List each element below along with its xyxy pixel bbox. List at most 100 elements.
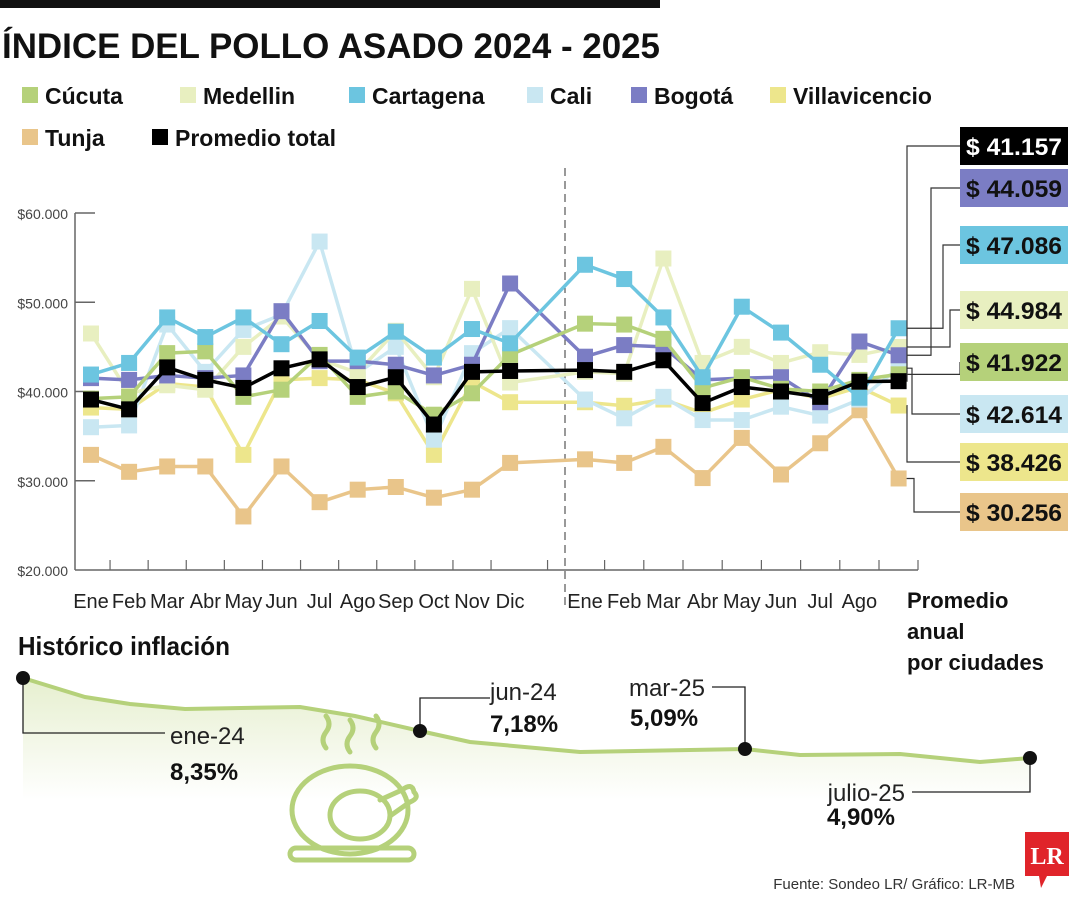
data-point	[425, 431, 442, 448]
data-point	[577, 362, 593, 379]
data-point	[121, 388, 138, 405]
data-point	[694, 470, 711, 487]
average-box	[960, 443, 1068, 481]
legend-swatch	[22, 87, 38, 103]
data-point	[425, 489, 442, 506]
average-labels: $ 41.157 $ 44.059 $ 47.086 $ 44.984 $ 41.922…	[906, 127, 1068, 531]
x-tick-label: Sep	[378, 591, 414, 613]
data-point	[387, 478, 404, 495]
data-point	[733, 391, 750, 408]
data-point	[502, 454, 519, 471]
inflation-date: mar-25	[629, 675, 705, 702]
data-point	[890, 320, 907, 337]
inflation-chart: Histórico inflación ene-24 8,35% jun-24 7,1…	[16, 631, 1037, 831]
inflation-point	[413, 724, 427, 738]
inflation-value: 5,09%	[630, 705, 698, 732]
data-point	[387, 323, 404, 340]
data-point	[890, 470, 907, 487]
data-point	[812, 388, 829, 405]
data-point	[311, 494, 328, 511]
data-point	[273, 458, 290, 475]
average-column-label: por ciudades	[907, 650, 1044, 675]
data-point	[733, 429, 750, 446]
lr-logo-text: LR	[1030, 844, 1064, 870]
data-point	[425, 446, 442, 463]
data-point	[890, 373, 907, 390]
lr-logo	[1025, 832, 1069, 888]
x-tick-label: Abr	[190, 591, 221, 613]
data-point	[773, 398, 789, 415]
data-point	[235, 508, 252, 525]
x-tick-label: Ago	[842, 591, 878, 613]
legend-label: Bogotá	[654, 83, 733, 109]
source-note: Fuente: Sondeo LR/ Gráfico: LR-MB	[773, 876, 1015, 893]
data-point	[311, 233, 328, 250]
inflation-value: 7,18%	[490, 711, 558, 738]
data-point	[425, 349, 442, 366]
data-point	[83, 366, 99, 383]
data-point	[235, 379, 252, 396]
x-tick-label: Ago	[340, 591, 376, 613]
leader-line	[906, 362, 961, 375]
average-value: $ 41.922	[966, 350, 1062, 377]
data-point	[773, 383, 789, 400]
data-point	[121, 417, 138, 434]
average-value: $ 38.426	[966, 450, 1062, 477]
data-point	[235, 367, 252, 384]
data-point	[83, 446, 99, 463]
data-point	[851, 373, 868, 390]
data-point	[502, 335, 519, 352]
data-point	[464, 385, 480, 402]
average-box	[960, 343, 1068, 381]
data-point	[273, 336, 290, 353]
data-point	[464, 280, 480, 297]
series-promedio-total	[83, 351, 907, 433]
x-tick-label: Nov	[454, 591, 490, 613]
data-point	[235, 338, 252, 355]
legend-swatch	[631, 87, 647, 103]
legend-label: Promedio total	[175, 125, 336, 151]
data-point	[273, 303, 290, 320]
data-point	[733, 412, 750, 429]
data-point	[235, 309, 252, 326]
leader-line	[906, 404, 960, 463]
data-point	[616, 337, 633, 354]
leader-line	[906, 187, 960, 356]
average-value: $ 41.157	[966, 134, 1062, 161]
y-tick-label: $40.000	[17, 385, 68, 401]
data-point	[694, 412, 711, 429]
average-value: $ 44.984	[966, 298, 1063, 325]
legend-swatch	[770, 87, 786, 103]
inflation-leader	[419, 697, 490, 731]
data-point	[387, 338, 404, 355]
average-box	[960, 226, 1068, 264]
x-tick-label: May	[723, 591, 761, 613]
data-point	[812, 435, 829, 452]
legend-swatch	[22, 129, 38, 145]
data-point	[235, 321, 252, 338]
x-tick-label: Oct	[418, 591, 450, 613]
x-tick-label: Jun	[265, 591, 297, 613]
data-point	[387, 383, 404, 400]
average-box	[960, 169, 1068, 207]
inflation-title: Histórico inflación	[18, 631, 230, 661]
data-point	[311, 370, 328, 387]
y-tick-label: $30.000	[17, 474, 68, 490]
data-point	[577, 256, 593, 273]
legend-label: Villavicencio	[793, 83, 932, 109]
data-point	[464, 363, 480, 380]
legend-label: Tunja	[45, 125, 105, 151]
data-point	[733, 298, 750, 315]
data-point	[197, 458, 214, 475]
leader-line	[906, 309, 960, 348]
data-point	[694, 369, 711, 386]
x-tick-label: Dic	[496, 591, 525, 613]
data-point	[121, 371, 138, 388]
series-cartagena	[83, 256, 907, 406]
data-point	[197, 343, 214, 360]
x-tick-label: May	[225, 591, 263, 613]
data-point	[464, 321, 480, 338]
legend-swatch	[349, 87, 365, 103]
inflation-line	[22, 676, 1031, 765]
data-point	[121, 401, 138, 418]
